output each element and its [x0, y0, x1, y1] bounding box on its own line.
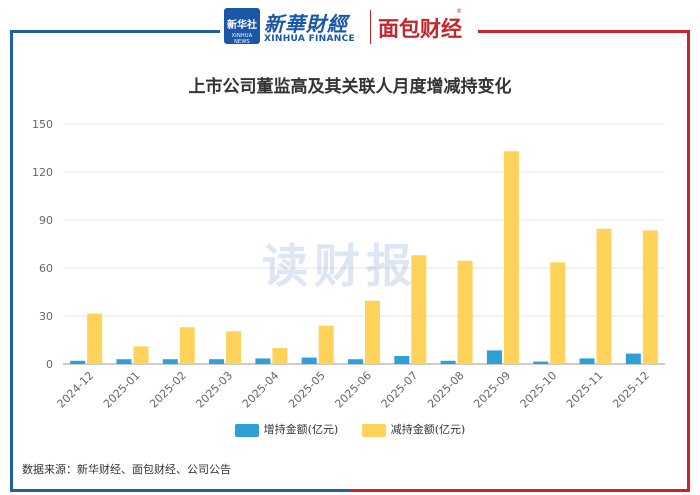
- y-tick-label: 120: [32, 166, 53, 179]
- mianbao-finance-brand: 面包财经: [378, 17, 462, 41]
- data-source-note: 数据来源：新华财经、面包财经、公司公告: [22, 463, 231, 476]
- xinhua-news-logo: 新华社 XINHUA NEWS: [224, 8, 260, 45]
- frame-left-border: [10, 30, 13, 492]
- frame-top-right-border: [478, 30, 690, 33]
- x-tick-label: 2025-12: [610, 369, 652, 411]
- chart-title: 上市公司董监高及其关联人月度增减持变化: [188, 77, 512, 97]
- bar-increase: [579, 358, 595, 364]
- bar-increase: [209, 359, 225, 364]
- logo-en-text: XINHUA NEWS: [231, 33, 253, 45]
- bar-decrease: [596, 228, 612, 364]
- legend-item-increase: 增持金额(亿元): [234, 421, 339, 437]
- x-tick-label: 2025-05: [286, 369, 328, 411]
- bar-increase: [70, 360, 86, 364]
- x-tick-label: 2024-12: [55, 369, 97, 411]
- chart-legend: 增持金额(亿元) 减持金额(亿元): [0, 421, 700, 437]
- x-tick-label: 2025-08: [425, 369, 467, 411]
- bar-decrease: [457, 260, 473, 364]
- x-tick-label: 2025-10: [518, 369, 560, 411]
- frame-top-left-border: [10, 30, 220, 33]
- x-tick-label: 2025-04: [240, 369, 282, 411]
- bar-decrease: [550, 262, 566, 364]
- header-logos: 新华社 XINHUA NEWS 新華財經 XINHUA FINANCE 面包财经…: [220, 4, 478, 48]
- bar-increase: [116, 359, 132, 364]
- frame-right-border: [687, 30, 690, 492]
- x-tick-label: 2025-11: [564, 369, 606, 411]
- x-tick-label: 2025-07: [379, 369, 421, 411]
- y-tick-label: 0: [46, 358, 53, 371]
- legend-swatch-increase: [234, 423, 259, 437]
- xinhua-finance-brand: 新華財經: [264, 12, 348, 36]
- bar-decrease: [272, 348, 288, 364]
- bar-decrease: [133, 346, 149, 364]
- bar-increase: [440, 360, 456, 364]
- logo-cn-text: 新华社: [227, 20, 257, 31]
- x-tick-label: 2025-01: [101, 369, 143, 411]
- x-tick-label: 2025-02: [147, 369, 189, 411]
- bar-increase: [533, 361, 549, 364]
- bar-increase: [625, 353, 641, 364]
- bar-decrease: [642, 230, 658, 364]
- x-tick-label: 2025-09: [471, 369, 513, 411]
- bar-increase: [255, 358, 271, 364]
- bar-decrease: [318, 325, 334, 364]
- y-tick-label: 60: [39, 262, 53, 275]
- bar-decrease: [179, 327, 195, 364]
- xinhua-finance-subtitle: XINHUA FINANCE: [264, 34, 355, 44]
- bar-decrease: [411, 255, 427, 364]
- legend-item-decrease: 减持金额(亿元): [361, 421, 466, 437]
- bar-increase: [301, 357, 317, 364]
- bar-increase: [486, 350, 502, 364]
- registered-mark: ®: [456, 8, 462, 15]
- bar-increase: [394, 356, 410, 364]
- watermark: 读财报: [262, 239, 418, 293]
- legend-label-decrease: 减持金额(亿元): [390, 423, 466, 436]
- bar-increase: [348, 359, 363, 364]
- bar-decrease: [87, 313, 103, 364]
- bar-decrease: [365, 300, 380, 364]
- bar-decrease: [503, 151, 519, 364]
- y-tick-label: 30: [39, 310, 53, 323]
- bar-decrease: [226, 331, 242, 364]
- header-divider: [370, 10, 371, 44]
- x-tick-label: 2025-03: [194, 369, 236, 411]
- legend-swatch-decrease: [361, 423, 386, 437]
- bar-increase: [162, 359, 178, 364]
- legend-label-increase: 增持金额(亿元): [263, 423, 339, 436]
- frame-bottom-border: [10, 489, 690, 492]
- y-tick-label: 90: [39, 214, 53, 227]
- x-tick-label: 2025-06: [332, 369, 374, 411]
- y-tick-label: 150: [32, 118, 53, 131]
